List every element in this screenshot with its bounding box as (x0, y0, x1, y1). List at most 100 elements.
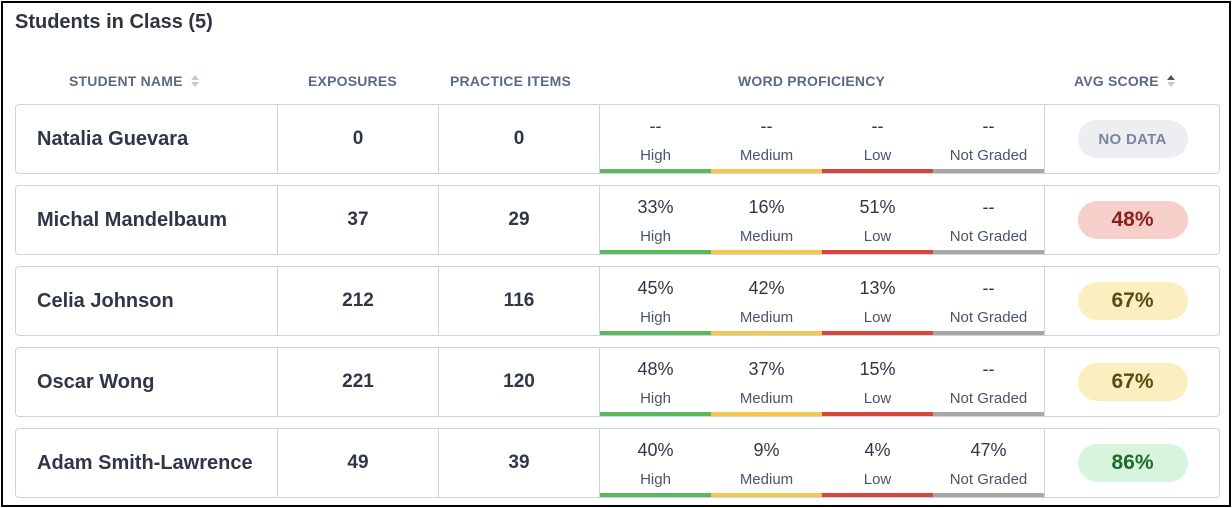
cell-divider (1044, 105, 1045, 173)
sort-ascending-icon[interactable] (1166, 75, 1175, 87)
column-header-avg-score[interactable]: AVG SCORE (1074, 73, 1175, 89)
proficiency-high-label: High (640, 228, 671, 245)
proficiency-low-label: Low (863, 471, 892, 488)
cell-divider (599, 186, 600, 254)
avg-score-cell: 67% (1045, 267, 1220, 335)
proficiency-high-label: High (640, 147, 671, 164)
proficiency-high-value: 48% (637, 359, 674, 379)
word-proficiency: 45% High 42% Medium 13% Low -- Not Graded (600, 267, 1044, 335)
proficiency-high-value: 40% (637, 440, 674, 460)
proficiency-medium-bar (711, 250, 822, 254)
student-name[interactable]: Natalia Guevara (37, 127, 189, 150)
proficiency-high: 33% High (600, 186, 711, 254)
exposures-value: 37 (347, 209, 369, 230)
cell-divider (438, 348, 439, 416)
proficiency-high-label: High (640, 309, 671, 326)
proficiency-medium: 9% Medium (711, 429, 822, 497)
proficiency-not-graded-bar (933, 493, 1044, 497)
proficiency-medium-label: Medium (739, 309, 794, 326)
student-name[interactable]: Adam Smith-Lawrence (37, 451, 253, 474)
student-name[interactable]: Michal Mandelbaum (37, 208, 228, 231)
column-header-label: AVG SCORE (1074, 73, 1159, 89)
proficiency-medium-label: Medium (739, 471, 794, 488)
cell-divider (438, 267, 439, 335)
table-row[interactable]: Oscar Wong 221 120 48% High 37% Medium 15% Low --… (15, 347, 1220, 417)
exposures-value: 49 (347, 452, 369, 473)
proficiency-not-graded-value: -- (982, 359, 995, 379)
proficiency-medium-label: Medium (739, 390, 794, 407)
practice-items-value: 39 (508, 452, 530, 473)
panel-title: Students in Class (5) (15, 11, 213, 33)
cell-divider (1044, 429, 1045, 497)
proficiency-high-bar (600, 169, 711, 173)
cell-divider (438, 105, 439, 173)
proficiency-not-graded-label: Not Graded (949, 228, 1028, 245)
cell-divider (599, 267, 600, 335)
student-name[interactable]: Celia Johnson (37, 289, 174, 312)
column-header-label: WORD PROFICIENCY (738, 73, 886, 89)
proficiency-medium-label: Medium (739, 147, 794, 164)
proficiency-high-value: 45% (637, 278, 674, 298)
student-name[interactable]: Oscar Wong (37, 370, 155, 393)
proficiency-low: 4% Low (822, 429, 933, 497)
table-row[interactable]: Adam Smith-Lawrence 49 39 40% High 9% Medium 4%… (15, 428, 1220, 498)
word-proficiency: 33% High 16% Medium 51% Low -- Not Graded (600, 186, 1044, 254)
proficiency-low-value: -- (871, 116, 884, 136)
proficiency-low-value: 4% (864, 440, 891, 460)
proficiency-not-graded-value: 47% (970, 440, 1007, 460)
proficiency-low-label: Low (863, 309, 892, 326)
proficiency-not-graded-value: -- (982, 116, 995, 136)
cell-divider (1044, 186, 1045, 254)
column-header-label: STUDENT NAME (69, 73, 183, 89)
cell-divider (599, 348, 600, 416)
proficiency-high-bar (600, 412, 711, 416)
word-proficiency: 40% High 9% Medium 4% Low 47% Not Graded (600, 429, 1044, 497)
exposures-value: 212 (342, 290, 374, 311)
column-header-word-proficiency: WORD PROFICIENCY (738, 73, 885, 89)
proficiency-high: 45% High (600, 267, 711, 335)
avg-score-badge: 48% (1077, 201, 1188, 239)
cell-divider (599, 429, 600, 497)
table-row[interactable]: Natalia Guevara 0 0 -- High -- Medium -- Low -- No… (15, 104, 1220, 174)
avg-score-badge: 67% (1077, 363, 1188, 401)
proficiency-low: 51% Low (822, 186, 933, 254)
proficiency-high-bar (600, 331, 711, 335)
avg-score-badge: 86% (1077, 444, 1188, 482)
proficiency-not-graded-label: Not Graded (949, 390, 1028, 407)
practice-items-value: 29 (508, 209, 530, 230)
proficiency-not-graded-bar (933, 412, 1044, 416)
proficiency-medium-value: 9% (753, 440, 780, 460)
sort-icon[interactable] (190, 75, 199, 87)
proficiency-not-graded-value: -- (982, 278, 995, 298)
cell-divider (438, 186, 439, 254)
exposures-value: 0 (352, 128, 364, 149)
proficiency-not-graded-bar (933, 169, 1044, 173)
cell-divider (1044, 348, 1045, 416)
column-header-exposures: EXPOSURES (308, 73, 397, 89)
proficiency-high-bar (600, 493, 711, 497)
table-row[interactable]: Celia Johnson 212 116 45% High 42% Medium 13% Lo… (15, 266, 1220, 336)
column-header-label: EXPOSURES (308, 73, 397, 89)
proficiency-medium: 16% Medium (711, 186, 822, 254)
proficiency-not-graded-bar (933, 331, 1044, 335)
avg-score-cell: 48% (1045, 186, 1220, 254)
table-row[interactable]: Michal Mandelbaum 37 29 33% High 16% Medium 51%… (15, 185, 1220, 255)
proficiency-low: 13% Low (822, 267, 933, 335)
avg-score-cell: NO DATA (1045, 105, 1220, 173)
cell-divider (277, 429, 278, 497)
proficiency-medium: 42% Medium (711, 267, 822, 335)
proficiency-not-graded: -- Not Graded (933, 348, 1044, 416)
proficiency-not-graded: -- Not Graded (933, 267, 1044, 335)
cell-divider (277, 267, 278, 335)
avg-score-badge: NO DATA (1077, 120, 1188, 158)
cell-divider (599, 105, 600, 173)
avg-score-cell: 86% (1045, 429, 1220, 497)
proficiency-not-graded-label: Not Graded (949, 147, 1028, 164)
cell-divider (277, 348, 278, 416)
proficiency-low-bar (822, 250, 933, 254)
proficiency-low-label: Low (863, 390, 892, 407)
proficiency-high-value: 33% (637, 197, 674, 217)
column-header-student-name[interactable]: STUDENT NAME (69, 73, 199, 89)
proficiency-medium: -- Medium (711, 105, 822, 173)
